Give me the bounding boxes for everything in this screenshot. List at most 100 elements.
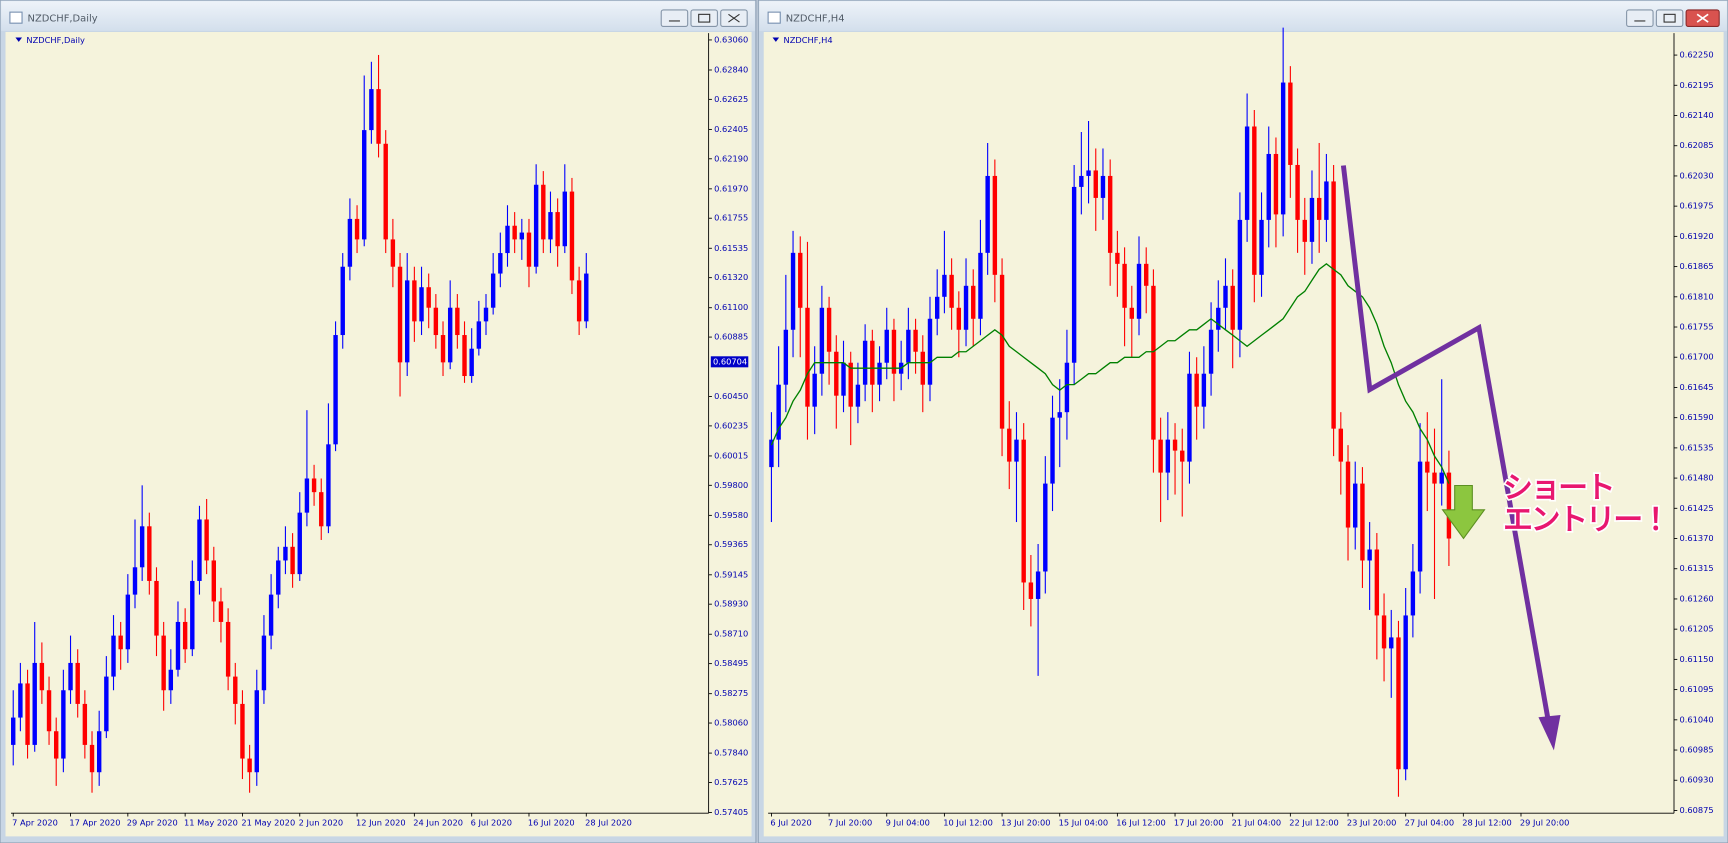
y-tick-label: 0.59365 <box>714 539 748 549</box>
candle-body <box>519 232 525 240</box>
x-tick-label: 23 Jul 20:00 <box>1347 818 1397 828</box>
candle-body <box>1353 483 1358 528</box>
y-tick-label: 0.61755 <box>714 213 748 223</box>
y-tick-label: 0.60235 <box>714 420 748 430</box>
y-tick-label: 0.62625 <box>714 94 748 104</box>
candle-body <box>956 307 962 330</box>
x-tick-label: 28 Jul 2020 <box>585 818 632 828</box>
candle-body <box>1201 373 1207 407</box>
y-tick-label: 0.58060 <box>714 718 748 728</box>
x-tick-label: 11 May 2020 <box>184 818 238 828</box>
candle-body <box>132 567 138 595</box>
candle-body <box>197 519 202 581</box>
candle-body <box>1324 181 1329 220</box>
candle-body <box>412 280 417 322</box>
chart-title: NZDCHF,Daily <box>26 35 85 45</box>
x-tick-label: 24 Jun 2020 <box>413 818 463 828</box>
candle-body <box>1007 428 1012 462</box>
candle-body <box>96 731 102 773</box>
candle-body <box>218 601 224 622</box>
candle-body <box>891 329 897 374</box>
window-buttons[interactable] <box>660 9 748 28</box>
y-tick-label: 0.62140 <box>1680 110 1714 120</box>
candle-body <box>819 307 825 374</box>
y-tick-label: 0.62250 <box>1680 50 1714 60</box>
y-tick-label: 0.60015 <box>714 450 748 460</box>
candle-body <box>841 362 846 396</box>
candle-body <box>440 335 446 363</box>
window-buttons[interactable] <box>1626 9 1720 28</box>
candle-body <box>476 321 482 349</box>
arrow-head <box>1538 715 1561 751</box>
candle-body <box>1381 615 1387 649</box>
y-tick-label: 0.61970 <box>714 183 748 193</box>
drawn-trend-line <box>1340 165 1554 735</box>
candle-body <box>512 225 517 240</box>
charts: NZDCHF,Daily 0.63060 0.62840 0.62625 0.62405… <box>11 27 1714 828</box>
y-tick-label: 0.61810 <box>1680 291 1714 301</box>
y-tick-label: 0.61535 <box>714 243 748 253</box>
chart-area <box>5 31 752 837</box>
y-tick-label: 0.61700 <box>1680 352 1714 362</box>
candle-body <box>934 296 940 319</box>
y-tick-label: 0.61590 <box>1680 412 1714 422</box>
candle-body <box>469 348 474 377</box>
window-title: NZDCHF,H4 <box>786 14 845 25</box>
candle-body <box>1071 186 1077 363</box>
candle-body <box>1425 461 1430 473</box>
candle-body <box>1043 483 1048 572</box>
candle-body <box>848 362 853 407</box>
candle-body <box>1028 582 1034 599</box>
candle-body <box>569 191 575 281</box>
candle-body <box>1079 175 1084 187</box>
candle-body <box>1389 637 1394 649</box>
candle-body <box>1331 181 1336 429</box>
candle-body <box>376 89 381 144</box>
candle-body <box>254 690 259 773</box>
candle-body <box>920 351 925 385</box>
candle-body <box>433 307 439 336</box>
candle-body <box>884 329 889 363</box>
candle-body <box>297 512 302 575</box>
candle-body <box>383 143 388 240</box>
window-icon <box>767 11 781 24</box>
y-tick-label: 0.61865 <box>1680 261 1714 271</box>
candle-body <box>490 273 496 308</box>
window-title: NZDCHF,Daily <box>28 14 98 25</box>
y-tick-label: 0.62840 <box>714 64 748 74</box>
candle-body <box>168 669 174 691</box>
y-tick-label: 0.61535 <box>1680 442 1714 452</box>
candle-body <box>862 340 868 385</box>
x-tick-label: 15 Jul 04:00 <box>1059 818 1109 828</box>
candle-body <box>505 225 510 254</box>
candle-body <box>562 191 567 247</box>
y-tick-label: 0.61320 <box>714 272 748 282</box>
candle-body <box>927 318 933 385</box>
y-tick-label: 0.63060 <box>714 34 748 44</box>
y-tick-label: 0.61370 <box>1680 533 1714 543</box>
candle-body <box>978 252 983 319</box>
y-tick-label: 0.58710 <box>714 629 748 639</box>
candle-body <box>333 335 338 445</box>
candle-body <box>161 635 166 691</box>
current-price-label: 0.60704 <box>713 356 747 366</box>
candle-body <box>311 478 317 493</box>
y-tick-label: 0.58275 <box>714 688 748 698</box>
x-tick-label: 13 Jul 20:00 <box>1001 818 1051 828</box>
candle-body <box>1230 285 1235 330</box>
moving-average-line <box>770 262 1450 484</box>
x-tick-label: 29 Apr 2020 <box>127 818 178 828</box>
candle-body <box>104 676 109 732</box>
candle-body <box>447 307 453 363</box>
candle-body <box>1410 571 1416 616</box>
candle-body <box>1244 126 1250 220</box>
y-tick-label: 0.57840 <box>714 748 748 758</box>
candle-body <box>211 560 216 602</box>
x-tick-label: 17 Apr 2020 <box>69 818 120 828</box>
candle-body <box>369 89 374 131</box>
candle-body <box>1345 461 1351 528</box>
candle-body <box>397 266 403 363</box>
candle-body <box>1165 439 1171 473</box>
y-tick-label: 0.61975 <box>1680 201 1714 211</box>
